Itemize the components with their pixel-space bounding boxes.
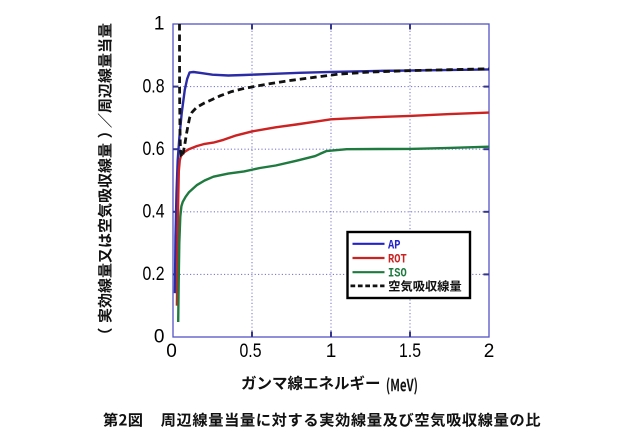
svg-text:0.4: 0.4 bbox=[143, 202, 165, 223]
svg-text:0.6: 0.6 bbox=[143, 139, 165, 160]
svg-text:ISO: ISO bbox=[388, 266, 407, 281]
svg-text:0.5: 0.5 bbox=[240, 341, 262, 362]
svg-text:AP: AP bbox=[388, 237, 400, 252]
svg-text:2: 2 bbox=[484, 341, 495, 362]
svg-text:1: 1 bbox=[326, 341, 337, 362]
svg-text:ROT: ROT bbox=[388, 251, 407, 266]
svg-text:1: 1 bbox=[154, 14, 165, 35]
svg-text:0.8: 0.8 bbox=[143, 76, 165, 97]
svg-text:0: 0 bbox=[166, 341, 177, 362]
svg-text:1.5: 1.5 bbox=[399, 341, 421, 362]
svg-text:0: 0 bbox=[154, 327, 165, 348]
svg-text:0.2: 0.2 bbox=[143, 264, 165, 285]
